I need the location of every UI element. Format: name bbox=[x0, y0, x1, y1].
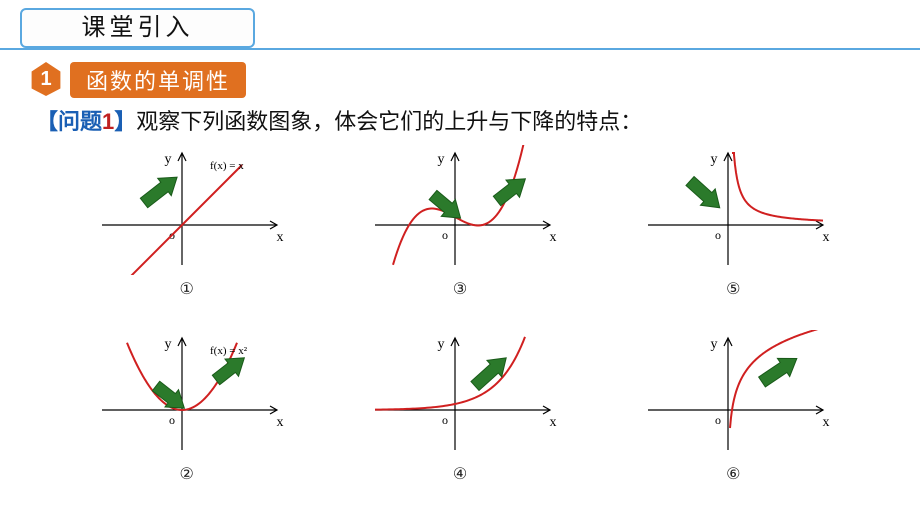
page-header: 课堂引入 bbox=[20, 8, 255, 48]
graph-label: ① bbox=[60, 279, 313, 299]
svg-text:y: y bbox=[711, 152, 718, 167]
problem-tag-text: 问题 bbox=[58, 109, 102, 134]
svg-text:f(x) = x²: f(x) = x² bbox=[210, 345, 248, 357]
graph-label: ② bbox=[60, 464, 313, 484]
graph-plot: y x o bbox=[628, 330, 838, 460]
svg-text:x: x bbox=[276, 415, 283, 430]
graph-grid: yxof(x) = x①yxo③yxo⑤yxof(x) = x²②yxo④yxo… bbox=[60, 145, 860, 505]
graph-cell: y x o ③ bbox=[333, 145, 586, 320]
svg-text:o: o bbox=[169, 413, 175, 427]
section-title: 函数的单调性 bbox=[70, 62, 246, 98]
problem-line: 【问题1】观察下列函数图象，体会它们的上升与下降的特点： bbox=[36, 104, 642, 136]
svg-text:y: y bbox=[437, 152, 444, 167]
graph-plot: y x o bbox=[355, 145, 565, 275]
svg-text:x: x bbox=[276, 230, 283, 245]
section-number-badge: 1 bbox=[30, 62, 62, 96]
svg-text:y: y bbox=[711, 337, 718, 352]
graph-cell: y x o ⑤ bbox=[607, 145, 860, 320]
svg-text:x: x bbox=[823, 230, 830, 245]
graph-plot: y x o bbox=[355, 330, 565, 460]
graph-cell: y x o f(x) = x² ② bbox=[60, 330, 313, 505]
svg-text:o: o bbox=[715, 228, 721, 242]
graph-plot: y x o f(x) = x² bbox=[82, 330, 292, 460]
svg-text:f(x) = x: f(x) = x bbox=[210, 160, 244, 172]
svg-text:y: y bbox=[437, 337, 444, 352]
graph-cell: y x o ⑥ bbox=[607, 330, 860, 505]
svg-text:x: x bbox=[549, 230, 556, 245]
header-divider bbox=[0, 48, 920, 50]
problem-number: 1 bbox=[102, 109, 114, 134]
graph-label: ⑥ bbox=[607, 464, 860, 484]
graph-plot: y x o bbox=[628, 145, 838, 275]
problem-tag-close: 】 bbox=[114, 109, 136, 134]
svg-text:x: x bbox=[823, 415, 830, 430]
problem-text: 观察下列函数图象，体会它们的上升与下降的特点： bbox=[136, 109, 642, 134]
svg-text:x: x bbox=[549, 415, 556, 430]
svg-text:y: y bbox=[164, 152, 171, 167]
graph-plot: yxof(x) = x bbox=[82, 145, 292, 275]
graph-cell: y x o ④ bbox=[333, 330, 586, 505]
graph-label: ④ bbox=[333, 464, 586, 484]
problem-tag-open: 【 bbox=[36, 109, 58, 134]
svg-text:o: o bbox=[715, 413, 721, 427]
graph-label: ③ bbox=[333, 279, 586, 299]
graph-cell: yxof(x) = x① bbox=[60, 145, 313, 320]
svg-text:y: y bbox=[164, 337, 171, 352]
svg-text:o: o bbox=[442, 228, 448, 242]
graph-label: ⑤ bbox=[607, 279, 860, 299]
svg-text:o: o bbox=[442, 413, 448, 427]
